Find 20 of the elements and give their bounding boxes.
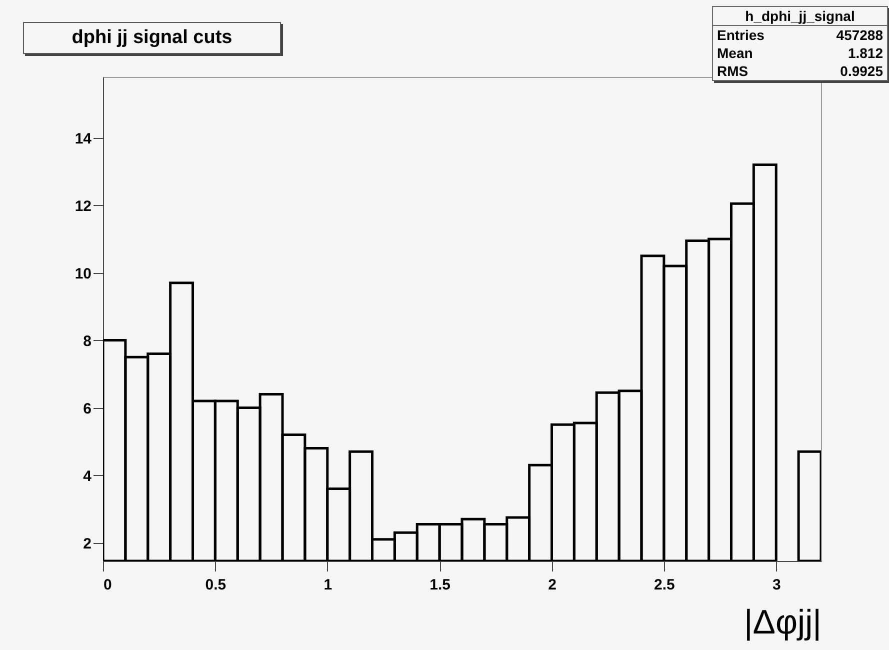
text: h_dphi_jj_signal (713, 7, 887, 26)
x-tick-label: 2 (548, 576, 556, 594)
x-tick-label: 1 (324, 576, 332, 594)
text: Mean 1.812 (717, 45, 883, 61)
x-tick-label: 3 (772, 576, 781, 594)
x-tick-label: 1.5 (430, 576, 450, 594)
text: RMS 0.9925 (717, 63, 883, 79)
text: Entries 457288 (717, 27, 883, 43)
y-tick-label: 12 (74, 198, 92, 215)
y-tick-label: 2 (83, 535, 92, 552)
x-axis-title: |Δφjj| (744, 604, 822, 642)
y-tick-label: 8 (83, 332, 92, 350)
chart-title: dphi jj signal cuts (23, 22, 281, 54)
x-tick-label: 2.5 (654, 576, 675, 594)
y-tick-label: 4 (83, 468, 92, 485)
y-tick-label: 6 (83, 400, 92, 418)
y-tick-label: 10 (74, 265, 92, 282)
y-tick-label: 14 (74, 130, 92, 148)
x-tick-label: 0 (104, 576, 112, 594)
x-tick-label: 0.5 (205, 576, 226, 594)
